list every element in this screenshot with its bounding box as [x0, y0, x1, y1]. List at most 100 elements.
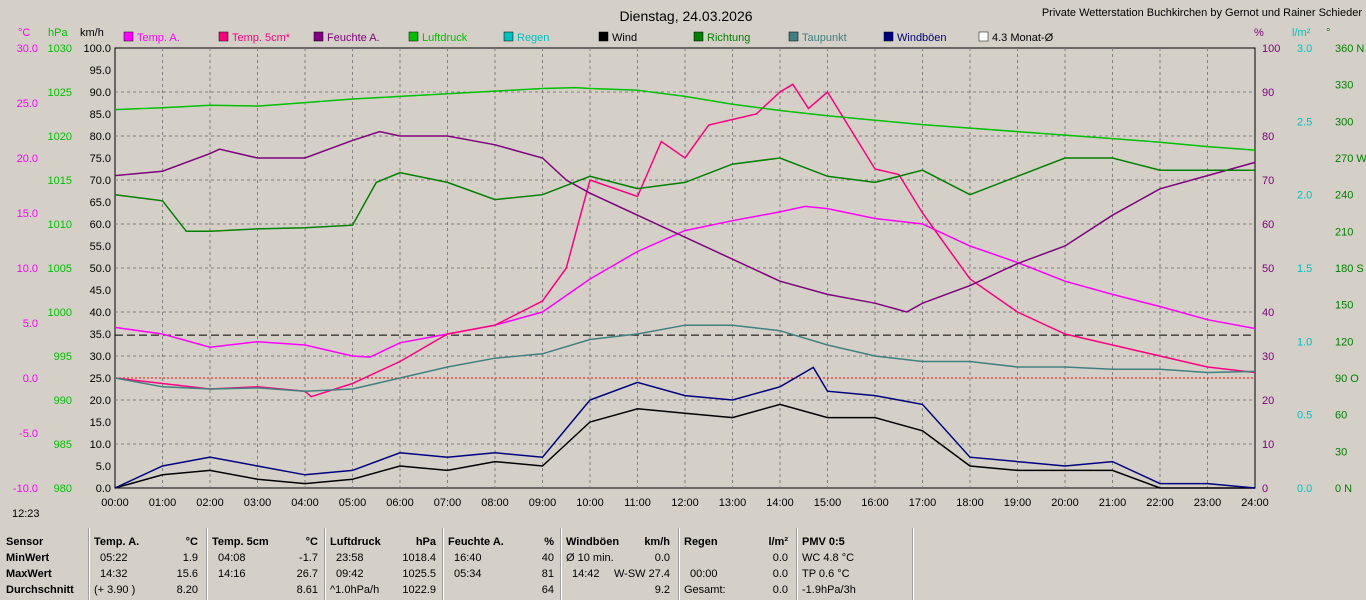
- hum-max-value: 81: [541, 568, 554, 580]
- x-tick-label: 15:00: [814, 497, 842, 509]
- y-tick-label-temp: -10.0: [13, 483, 38, 495]
- gust-max-value: 27.4: [648, 568, 670, 580]
- y-tick-label-kmh: 40.0: [90, 307, 111, 319]
- y-tick-label-dir: 90 O: [1335, 373, 1359, 385]
- temp-a-max-value: 15.6: [176, 568, 198, 580]
- legend-label: Temp. 5cm*: [232, 32, 291, 44]
- temp-5-max-time: 14:16: [218, 568, 246, 580]
- unit-dir: °: [1326, 27, 1330, 39]
- y-tick-label-hpa: 990: [54, 395, 72, 407]
- legend-label: Wind: [612, 32, 637, 44]
- summary-humidity: Feuchte A. % 16:40 40 05:34 81 64: [448, 528, 558, 600]
- y-tick-label-kmh: 70.0: [90, 175, 111, 187]
- temp-a-header: Temp. A.: [94, 536, 140, 548]
- y-tick-label-pct: 100: [1262, 43, 1280, 55]
- x-tick-label: 11:00: [624, 497, 651, 509]
- grid: [115, 48, 1255, 488]
- series-line-wind: [114, 403, 1255, 489]
- y-tick-label-pct: 40: [1262, 307, 1274, 319]
- y-tick-label-kmh: 75.0: [90, 153, 111, 165]
- y-tick-label-kmh: 30.0: [90, 351, 111, 363]
- gust-max-time: 14:42: [572, 568, 600, 580]
- y-tick-label-pct: 10: [1262, 439, 1274, 451]
- legend-swatch: [788, 31, 799, 42]
- y-tick-label-kmh: 5.0: [96, 461, 111, 473]
- y-tick-label-hpa: 1025: [48, 87, 72, 99]
- legend-label: Temp. A.: [137, 32, 180, 44]
- x-tick-label: 23:00: [1194, 497, 1222, 509]
- y-tick-label-dir: 0 N: [1335, 483, 1352, 495]
- pmv-windchill: WC 4.8 °C: [802, 552, 855, 564]
- press-header: Luftdruck: [330, 536, 381, 548]
- x-tick-label: 03:00: [244, 497, 272, 509]
- y-tick-label-pct: 80: [1262, 131, 1274, 143]
- x-tick-label: 16:00: [861, 497, 889, 509]
- station-name: Private Wetterstation Buchkirchen by Ger…: [1042, 7, 1363, 19]
- summary-temp-a: Temp. A. °C 05:22 1.9 14:32 15.6 (+ 3.90…: [94, 528, 204, 600]
- gust-max-direction: W-SW: [614, 568, 646, 580]
- chart-title: Dienstag, 24.03.2026: [619, 8, 752, 24]
- legend-swatch: [883, 31, 894, 42]
- temp-5-unit: °C: [305, 536, 318, 548]
- temp-a-min-time: 05:22: [100, 552, 128, 564]
- y-tick-label-dir: 120: [1335, 336, 1353, 348]
- summary-gusts: Windböen km/h Ø 10 min. 0.0 14:42 W-SW 2…: [566, 528, 676, 600]
- series-line-taupunkt: [114, 324, 1256, 392]
- legend-swatch: [598, 31, 609, 42]
- unit-hpa: hPa: [48, 27, 68, 39]
- y-tick-label-rain: 2.0: [1297, 190, 1312, 202]
- legend-swatch: [123, 31, 134, 42]
- press-min-value: 1018.4: [402, 552, 436, 564]
- x-tick-label: 17:00: [909, 497, 937, 509]
- temp-a-avg-value: 8.20: [176, 584, 198, 596]
- y-tick-label-dir: 300: [1335, 116, 1353, 128]
- rain-max-value: 0.0: [772, 568, 788, 580]
- x-tick-label: 01:00: [149, 497, 177, 509]
- press-max-value: 1025.5: [402, 568, 436, 580]
- y-tick-label-pct: 30: [1262, 351, 1274, 363]
- x-tick-label: 18:00: [956, 497, 984, 509]
- y-tick-label-pct: 20: [1262, 395, 1274, 407]
- y-tick-label-rain: 1.0: [1297, 336, 1312, 348]
- pmv-dewpoint: TP 0.6 °C: [802, 568, 850, 580]
- y-tick-label-kmh: 90.0: [90, 87, 111, 99]
- unit-temp: °C: [18, 27, 30, 39]
- gust-avg-window-value: 0.0: [654, 552, 670, 564]
- rain-max-time: 00:00: [690, 568, 718, 580]
- clock-label: 12:23: [12, 508, 40, 520]
- y-tick-label-dir: 240: [1335, 190, 1353, 202]
- legend-label: 4.3 Monat-Ø: [992, 32, 1054, 44]
- x-tick-label: 19:00: [1004, 497, 1032, 509]
- y-tick-label-kmh: 55.0: [90, 241, 111, 253]
- legend-swatch: [313, 31, 324, 42]
- hum-min-value: 40: [541, 552, 554, 564]
- legend-label: Regen: [517, 32, 549, 44]
- rain-unit: l/m²: [768, 536, 788, 548]
- x-tick-label: 05:00: [339, 497, 367, 509]
- hum-avg-value: 64: [541, 584, 554, 596]
- y-tick-label-pct: 0: [1262, 483, 1268, 495]
- y-tick-label-temp: 20.0: [17, 153, 38, 165]
- y-tick-label-temp: 25.0: [17, 98, 38, 110]
- y-tick-label-kmh: 35.0: [90, 329, 111, 341]
- y-tick-label-kmh: 25.0: [90, 373, 111, 385]
- y-tick-label-hpa: 995: [54, 351, 72, 363]
- gust-unit: km/h: [644, 536, 670, 548]
- summary-temp-5cm: Temp. 5cm °C 04:08 -1.7 14:16 26.7 8.61: [212, 528, 322, 600]
- x-tick-label: 12:00: [671, 497, 699, 509]
- y-tick-label-kmh: 15.0: [90, 417, 111, 429]
- legend-label: Taupunkt: [802, 32, 847, 44]
- y-tick-label-dir: 330: [1335, 80, 1353, 92]
- y-tick-label-hpa: 1000: [48, 307, 72, 319]
- x-tick-label: 10:00: [576, 497, 604, 509]
- legend-label: Windböen: [897, 32, 947, 44]
- series-line-temp-a-: [114, 205, 1256, 358]
- y-tick-label-kmh: 45.0: [90, 285, 111, 297]
- y-tick-label-hpa: 980: [54, 483, 72, 495]
- temp-5-min-time: 04:08: [218, 552, 246, 564]
- y-tick-label-pct: 70: [1262, 175, 1274, 187]
- y-tick-label-kmh: 0.0: [96, 483, 111, 495]
- y-tick-label-kmh: 10.0: [90, 439, 111, 451]
- y-tick-label-dir: 360 N: [1335, 43, 1364, 55]
- temp-5-header: Temp. 5cm: [212, 536, 269, 548]
